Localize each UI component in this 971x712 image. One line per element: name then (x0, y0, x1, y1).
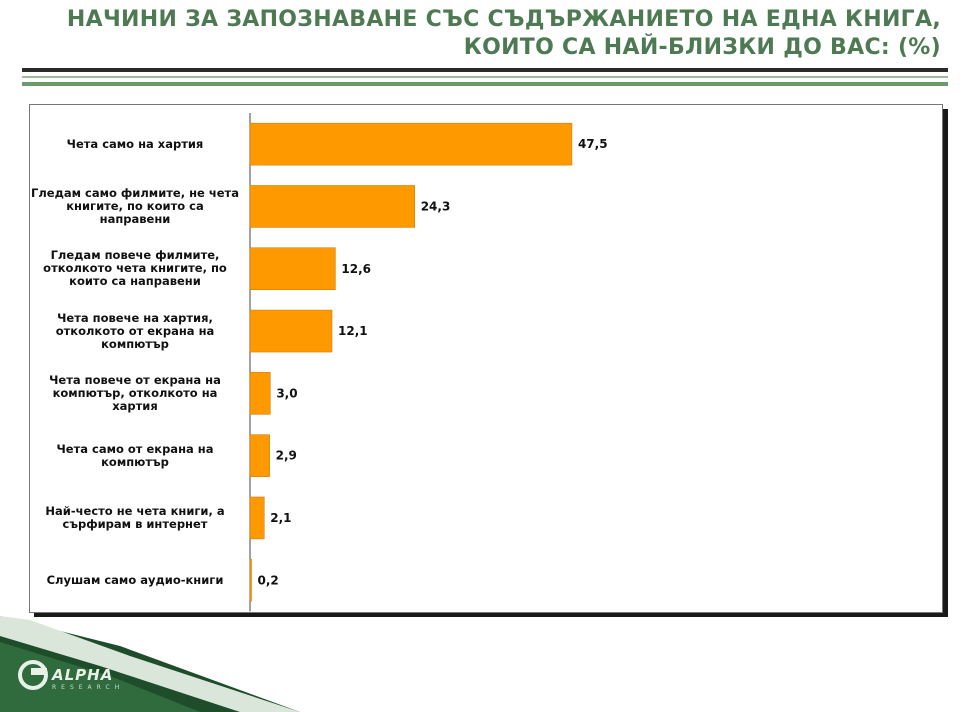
title-line-2: КОИТО СА НАЙ-БЛИЗКИ ДО ВАС: (%) (463, 35, 941, 60)
value-label-4: 12,1 (338, 324, 368, 338)
bar-4 (249, 309, 333, 353)
value-label-8: 0,2 (258, 573, 279, 587)
value-label-1: 47,5 (578, 137, 608, 151)
category-label-text: Чета само от екрана на компютър (56, 441, 214, 469)
category-label-2: Гледам само филмите, не чета книгите, по… (30, 175, 240, 237)
category-label-5: Чета повече от екрана на компютър, откол… (30, 362, 240, 424)
header-rule-green (22, 82, 948, 86)
value-label-6: 2,9 (276, 449, 297, 463)
category-label-text: Гледам само филмите, не чета книгите, по… (31, 185, 239, 226)
chart-frame: Чета само на хартия Гледам само филмите, … (29, 104, 943, 613)
header-rule-light (22, 76, 948, 78)
title-line-1: НАЧИНИ ЗА ЗАПОЗНАВАНЕ СЪС СЪДЪРЖАНИЕТО Н… (66, 7, 941, 32)
category-label-text: Слушам само аудио-книги (46, 572, 224, 587)
value-label-3: 12,6 (341, 262, 371, 276)
category-label-1: Чета само на хартия (30, 113, 240, 175)
category-label-text: Чета повече от екрана на компютър, откол… (49, 372, 221, 413)
corner-swoosh (0, 616, 300, 712)
category-label-7: Най-често не чета книги, а сърфирам в ин… (30, 487, 240, 549)
bar-8 (249, 559, 252, 602)
value-label-7: 2,1 (270, 511, 291, 525)
bar-chart: 47,5 24,3 12,6 12,1 3,0 2,9 2,1 0,2 (249, 113, 608, 612)
category-label-text: Чета само на хартия (66, 136, 204, 151)
bar-1 (249, 122, 573, 166)
bar-3 (249, 247, 336, 290)
alpha-logo-icon (18, 660, 48, 690)
bar-5 (249, 372, 271, 415)
logo-subword: RESEARCH (52, 684, 125, 691)
value-label-5: 3,0 (276, 386, 297, 400)
category-label-text: Чета повече на хартия, отколкото от екра… (55, 310, 215, 351)
alpha-logo: ALPHA RESEARCH (16, 652, 136, 712)
header-rule-dark (22, 68, 948, 72)
category-label-3: Гледам повече филмите, отколкото чета кн… (30, 238, 240, 300)
category-label-6: Чета само от екрана на компютър (30, 425, 240, 487)
category-label-4: Чета повече на хартия, отколкото от екра… (30, 300, 240, 362)
category-label-text: Най-често не чета книги, а сърфирам в ин… (45, 503, 225, 531)
bar-7 (249, 496, 265, 540)
bar-6 (249, 434, 270, 477)
page-title: НАЧИНИ ЗА ЗАПОЗНАВАНЕ СЪС СЪДЪРЖАНИЕТО Н… (41, 6, 941, 62)
bar-2 (249, 185, 415, 228)
category-label-text: Гледам повече филмите, отколкото чета кн… (43, 248, 227, 289)
value-label-2: 24,3 (421, 199, 451, 213)
logo-word: ALPHA (52, 666, 114, 684)
category-label-8: Слушам само аудио-книги (30, 549, 240, 611)
